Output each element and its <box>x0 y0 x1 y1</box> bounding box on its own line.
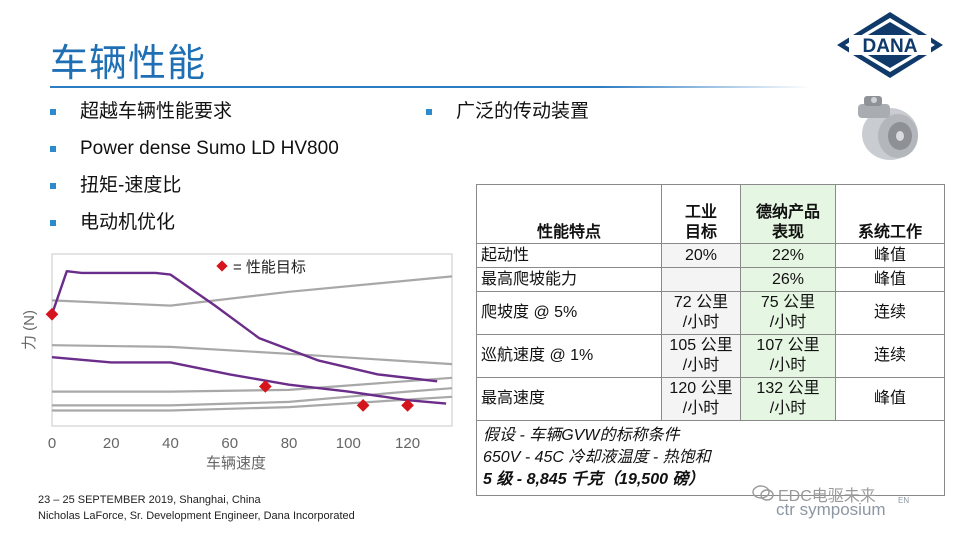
cell-mode: 峰值 <box>835 267 945 292</box>
bullet-item: 电动机优化 <box>50 209 339 246</box>
note-line: 5 级 - 8,845 千克（19,500 磅） <box>483 471 705 488</box>
performance-table: 性能特点 工业 目标 德纳产品 表现 系统工作 起动性 20% 22% 峰值 最… <box>476 184 945 496</box>
dana-logo: DANA <box>837 12 943 78</box>
bullet-text: 广泛的传动装置 <box>456 101 590 122</box>
purple-curve-0 <box>50 270 438 383</box>
gray-curve-0 <box>51 344 453 366</box>
bullet-item-right: 广泛的传动装置 <box>426 98 589 126</box>
cell-mode: 连续 <box>835 291 945 335</box>
row-label: 爬坡度 @ 5% <box>476 291 662 335</box>
cell-mode: 连续 <box>835 334 945 378</box>
x-tick-label: 60 <box>221 435 238 452</box>
cell-target: 105 公里 /小时 <box>661 334 741 378</box>
wechat-icon <box>752 485 774 501</box>
header-dana-performance: 德纳产品 表现 <box>740 184 836 244</box>
table-header-row: 性能特点 工业 目标 德纳产品 表现 系统工作 <box>476 184 945 244</box>
header-system-work: 系统工作 <box>835 184 945 244</box>
bullet-text: 超越车辆性能要求 <box>80 101 233 122</box>
bullet-marker <box>426 109 432 115</box>
x-tick-label: 100 <box>336 435 361 452</box>
x-tick-label: 80 <box>281 435 298 452</box>
title-rule-fade <box>600 86 810 88</box>
note-line: 假设 - 车辆GVW的标称条件 <box>483 427 680 444</box>
bullet-marker <box>50 146 56 152</box>
gray-curve-1 <box>52 376 453 393</box>
table-notes-row: 假设 - 车辆GVW的标称条件 650V - 45C 冷却液温度 - 热饱和 5… <box>476 420 945 496</box>
x-axis-label: 车辆速度 <box>206 455 266 472</box>
bullet-item: Power dense Sumo LD HV800 <box>50 135 339 172</box>
bullet-item: 扭矩-速度比 <box>50 172 339 209</box>
row-label: 巡航速度 @ 1% <box>476 334 662 378</box>
x-tick-label: 20 <box>103 435 120 452</box>
footer: 23 – 25 SEPTEMBER 2019, Shanghai, China … <box>38 492 355 524</box>
motor-image <box>858 96 918 160</box>
symposium-text: ctr symposium <box>776 500 886 519</box>
title-rule <box>50 86 810 88</box>
gray-curve-3 <box>52 395 453 412</box>
gray-curve-4 <box>51 275 453 307</box>
note-line: 650V - 45C 冷却液温度 - 热饱和 <box>483 449 711 466</box>
footer-event: 23 – 25 SEPTEMBER 2019, Shanghai, China <box>38 494 261 506</box>
watermark-text: EDC电驱未来 <box>778 488 876 505</box>
bullet-marker <box>50 183 56 189</box>
header-industry-target: 工业 目标 <box>661 184 741 244</box>
bullet-text: Power dense Sumo LD HV800 <box>80 138 339 159</box>
cell-dana: 22% <box>740 243 836 268</box>
y-axis-label: 力 (N) <box>21 310 38 350</box>
cell-dana: 75 公里 /小时 <box>740 291 836 335</box>
purple-curve-1 <box>51 356 447 405</box>
purple-curves <box>50 270 447 405</box>
bullet-text: 扭矩-速度比 <box>80 175 182 196</box>
row-label: 最高速度 <box>476 377 662 421</box>
page-title: 车辆性能 <box>50 43 207 85</box>
cell-dana: 26% <box>740 267 836 292</box>
x-tick-label: 0 <box>48 435 56 452</box>
x-tick-label: 120 <box>395 435 420 452</box>
cell-target: 72 公里 /小时 <box>661 291 741 335</box>
x-ticks: 0 20 40 60 80 100 120 <box>48 435 420 452</box>
row-label: 起动性 <box>476 243 662 268</box>
cell-target: 120 公里 /小时 <box>661 377 741 421</box>
header-feature: 性能特点 <box>476 184 662 244</box>
target-marker-2 <box>356 398 370 412</box>
cell-target: 20% <box>661 243 741 268</box>
cell-mode: 峰值 <box>835 243 945 268</box>
row-label: 最高爬坡能力 <box>476 267 662 292</box>
logo-text: DANA <box>863 36 918 57</box>
table-row: 爬坡度 @ 5% 72 公里 /小时 75 公里 /小时 连续 <box>476 291 945 335</box>
cell-target <box>661 267 741 292</box>
cell-dana: 107 公里 /小时 <box>740 334 836 378</box>
gray-curve-2 <box>52 387 453 407</box>
table-row: 最高爬坡能力 26% 峰值 <box>476 267 945 292</box>
assumptions-note: 假设 - 车辆GVW的标称条件 650V - 45C 冷却液温度 - 热饱和 5… <box>476 420 945 496</box>
footer-author: Nicholas LaForce, Sr. Development Engine… <box>38 510 355 522</box>
bullet-item: 超越车辆性能要求 <box>50 98 339 135</box>
bullet-text: 电动机优化 <box>80 212 176 233</box>
x-tick-label: 40 <box>162 435 179 452</box>
table-row: 起动性 20% 22% 峰值 <box>476 243 945 268</box>
force-speed-chart: 力 (N) 0 20 40 60 80 100 120 车辆速度 = 性能目标 <box>21 253 453 472</box>
bullet-marker <box>50 109 56 115</box>
table-row: 巡航速度 @ 1% 105 公里 /小时 107 公里 /小时 连续 <box>476 334 945 378</box>
bullet-marker <box>50 220 56 226</box>
table-row: 最高速度 120 公里 /小时 132 公里 /小时 峰值 <box>476 377 945 421</box>
cell-mode: 峰值 <box>835 377 945 421</box>
target-marker-1 <box>258 380 272 393</box>
cell-dana: 132 公里 /小时 <box>740 377 836 421</box>
legend-label: = 性能目标 <box>233 259 306 276</box>
gray-curves <box>51 275 453 412</box>
bullet-list-left: 超越车辆性能要求 Power dense Sumo LD HV800 扭矩-速度… <box>50 98 339 246</box>
symposium-sup: EN <box>898 496 910 505</box>
target-marker-3 <box>401 398 414 412</box>
